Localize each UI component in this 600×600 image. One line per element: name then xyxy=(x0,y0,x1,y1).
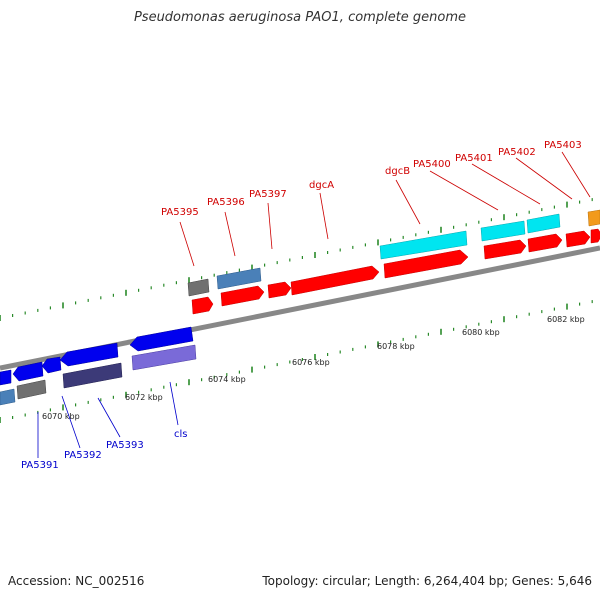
gene-forward-PA5403[interactable] xyxy=(590,228,600,244)
gene-forward-PA5395[interactable] xyxy=(191,296,214,315)
gene-forward-PA5401[interactable] xyxy=(527,233,563,253)
gene-label-PA5400[interactable]: PA5400 xyxy=(413,159,451,170)
tick-label-6082: 6082 kbp xyxy=(547,315,585,324)
leader-lines-reverse xyxy=(37,381,179,458)
gene-label-dgcB[interactable]: dgcB xyxy=(385,166,410,177)
feature-violet-cls[interactable] xyxy=(131,344,197,371)
feature-cyan-PA5401[interactable] xyxy=(526,213,561,234)
accession-text: Accession: NC_002516 xyxy=(8,574,145,588)
gene-label-dgcA[interactable]: dgcA xyxy=(309,180,334,191)
gene-reverse-PA5393[interactable] xyxy=(59,342,119,367)
gene-label-PA5393[interactable]: PA5393 xyxy=(106,440,144,451)
tick-label-6076: 6076 kbp xyxy=(292,358,330,367)
feature-cyan-dgcB[interactable] xyxy=(379,230,468,260)
feature-orange-PA5403[interactable] xyxy=(587,209,600,227)
feature-steel-PA5396[interactable] xyxy=(216,267,262,290)
tick-label-6074: 6074 kbp xyxy=(208,375,246,384)
tick-label-6072: 6072 kbp xyxy=(125,393,163,402)
gene-label-PA5402[interactable]: PA5402 xyxy=(498,147,536,158)
tick-label-6080: 6080 kbp xyxy=(462,328,500,337)
ruler-ticks-upper xyxy=(0,198,593,321)
gene-forward-dgcB[interactable] xyxy=(383,249,469,279)
gene-forward-PA5397[interactable] xyxy=(267,281,292,299)
gene-label-PA5391[interactable]: PA5391 xyxy=(21,460,59,471)
gene-label-PA5392[interactable]: PA5392 xyxy=(64,450,102,461)
gene-reverse-cls[interactable] xyxy=(129,326,194,352)
genome-title: Pseudomonas aeruginosa PAO1, complete ge… xyxy=(133,10,467,25)
gene-forward-PA5402[interactable] xyxy=(565,230,591,248)
feature-gray-PA5391[interactable] xyxy=(16,379,47,400)
gene-label-cls[interactable]: cls xyxy=(174,429,188,440)
leader-lines-forward xyxy=(179,151,591,267)
ruler-ticks-lower xyxy=(0,300,593,423)
feature-cyan-PA5400[interactable] xyxy=(480,220,526,242)
feature-navy-PA5393[interactable] xyxy=(62,362,123,389)
genome-summary-text: Topology: circular; Length: 6,264,404 bp… xyxy=(262,574,592,588)
gene-reverse-PA5391[interactable] xyxy=(12,361,44,382)
gene-reverse-PA5392[interactable] xyxy=(41,356,62,374)
gene-reverse-1[interactable] xyxy=(0,369,12,386)
gene-label-PA5401[interactable]: PA5401 xyxy=(455,153,493,164)
gene-forward-PA5400[interactable] xyxy=(483,239,527,260)
gene-label-PA5396[interactable]: PA5396 xyxy=(207,197,245,208)
gene-forward-dgcA[interactable] xyxy=(290,265,380,296)
feature-steel-1[interactable] xyxy=(0,388,16,406)
feature-gray-PA5395[interactable] xyxy=(187,278,210,297)
gene-label-PA5397[interactable]: PA5397 xyxy=(249,189,287,200)
tick-label-6070: 6070 kbp xyxy=(42,412,80,421)
gene-label-PA5395[interactable]: PA5395 xyxy=(161,207,199,218)
tick-label-6078: 6078 kbp xyxy=(377,342,415,351)
gene-label-PA5403[interactable]: PA5403 xyxy=(544,140,582,151)
gene-forward-PA5396[interactable] xyxy=(220,285,265,307)
